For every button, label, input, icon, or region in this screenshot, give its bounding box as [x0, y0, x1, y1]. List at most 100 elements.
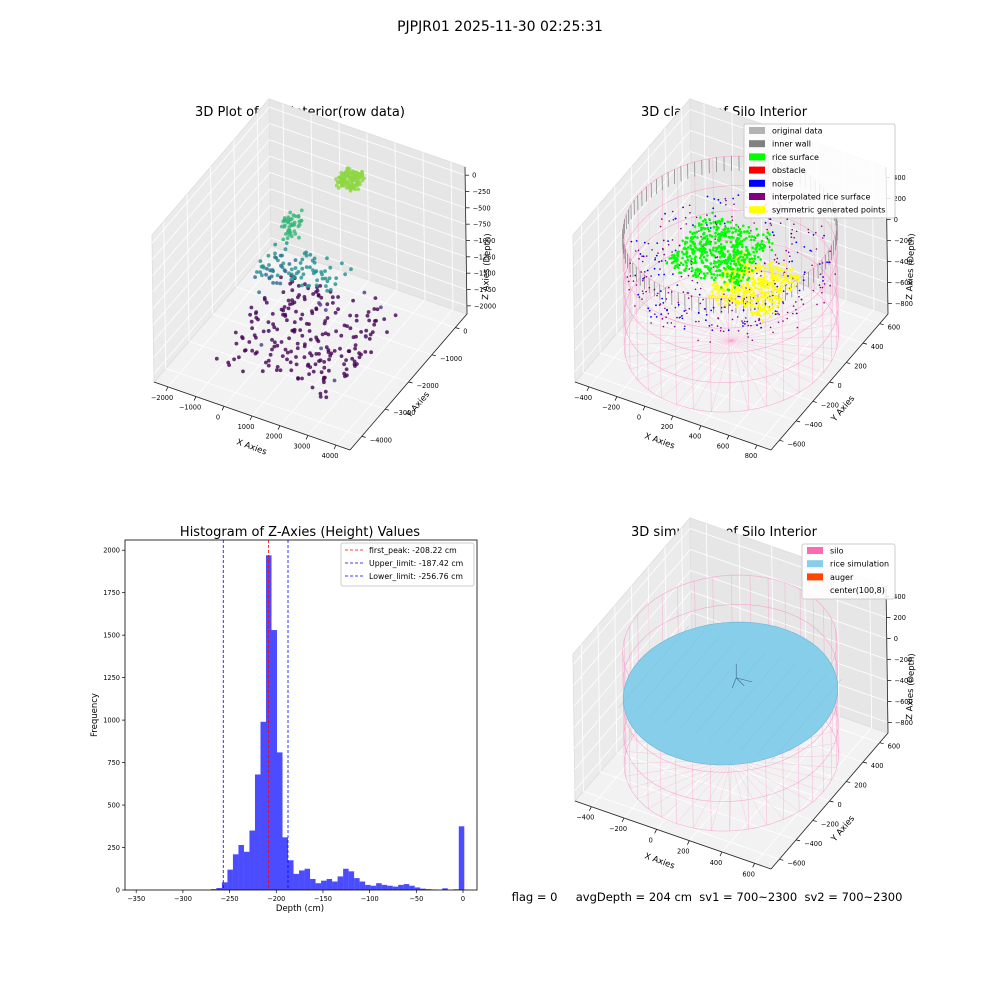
raw-ztick-label: −250: [472, 188, 490, 196]
classify-rice-surface-point: [683, 269, 686, 272]
raw-scatter-axes: −2000 −1000 0 1000 2000 3000 4000 −4000 −3000 −20…: [151, 97, 496, 460]
raw-xtick-label: −1000: [179, 404, 201, 412]
simulation-ytick-label: −200: [821, 820, 839, 828]
classify-rice-surface-point: [696, 248, 699, 252]
classify-interpolated-point: [653, 288, 656, 291]
classify-silo-spoke: [731, 336, 839, 341]
classify-noise-point: [774, 282, 776, 285]
classify-rice-surface-point: [735, 253, 738, 257]
classify-interpolated-point: [750, 324, 752, 327]
classify-interpolated-point: [648, 286, 651, 289]
classify-rice-surface-point: [719, 222, 722, 226]
classify-interpolated-point: [696, 281, 699, 284]
histogram-xtick-label: −350: [127, 895, 145, 903]
raw-scatter-point: [270, 347, 274, 352]
raw-zgrid: [270, 204, 467, 274]
classify-rice-surface-point: [708, 218, 711, 221]
simulation-ytick: [812, 820, 817, 822]
classify-rice-surface-point: [700, 244, 703, 247]
classify-noise-point: [659, 290, 662, 292]
classify-rice-surface-point: [695, 275, 698, 279]
classify-interpolated-point: [689, 212, 691, 214]
classify-interpolated-point: [637, 249, 640, 252]
raw-scatter-point: [351, 298, 355, 303]
simulation-ygrid: [599, 771, 797, 841]
classify-rice-surface-point: [701, 237, 704, 241]
classify-interpolated-point: [731, 302, 734, 304]
classify-symmetric-point: [779, 276, 782, 280]
raw-scatter-point: [314, 283, 319, 288]
classify-symmetric-point: [751, 281, 754, 284]
classify-rice-surface-point: [698, 249, 702, 253]
classify-symmetric-point: [781, 280, 785, 283]
classify-rice-surface-point: [728, 257, 732, 261]
classify-interpolated-point: [768, 246, 771, 248]
raw-scatter-point: [307, 329, 312, 333]
classify-symmetric-point: [760, 283, 763, 287]
raw-scatter-point: [298, 328, 303, 332]
simulation-xtick-label: 400: [710, 859, 723, 867]
classify-noise-point: [642, 255, 645, 258]
raw-scatter-point: [299, 208, 304, 213]
raw-scatter-point: [292, 320, 297, 325]
classify-rice-surface-point: [698, 247, 701, 251]
classify-rice-surface-point: [705, 259, 709, 262]
classify-legend-label: obstacle: [772, 166, 806, 175]
raw-scatter-point: [261, 264, 265, 268]
classify-rice-surface-point: [732, 251, 736, 254]
classify-interpolated-point: [642, 279, 644, 282]
raw-scatter-point: [275, 273, 280, 278]
classify-rice-surface-point: [708, 229, 711, 233]
raw-scatter-point: [292, 229, 297, 234]
classify-rice-surface-point: [747, 226, 751, 229]
classify-xtick-label: 400: [689, 433, 702, 441]
classify-interpolated-point: [716, 325, 719, 327]
classify-rice-surface-point: [672, 261, 675, 264]
classify-rice-surface-point: [767, 238, 770, 242]
raw-scatter-point: [356, 187, 361, 192]
raw-scatter-point: [342, 323, 347, 328]
raw-scatter-point: [274, 368, 279, 372]
classify-rice-surface-point: [729, 262, 733, 265]
histogram-bar: [271, 630, 278, 890]
classify-silo-rib: [628, 255, 631, 370]
classify-legend-swatch: [749, 166, 765, 174]
raw-scatter-point: [323, 276, 328, 281]
classify-interpolated-point: [654, 313, 656, 316]
classify-interpolated-point: [772, 331, 774, 334]
classify-interpolated-point: [773, 258, 776, 261]
classify-symmetric-point: [756, 282, 760, 286]
histogram-bar: [315, 883, 322, 890]
raw-scatter-point: [297, 219, 302, 224]
simulation-zaxis-line: [885, 585, 889, 734]
classify-symmetric-point: [751, 271, 755, 275]
histogram-bar: [293, 873, 300, 890]
classify-interpolated-point: [756, 272, 758, 275]
raw-scatter-point: [323, 269, 327, 273]
classify-symmetric-point: [779, 286, 783, 290]
raw-scatter-point: [266, 363, 271, 368]
histogram-bar: [425, 889, 432, 890]
classify-rice-surface-point: [740, 259, 744, 262]
classify-xtick: [726, 435, 730, 440]
raw-scatter-point: [302, 344, 307, 349]
classify-symmetric-point: [773, 294, 777, 298]
simulation-zlabel: Z Axies (Depth): [905, 653, 917, 720]
classify-interpolated-point: [747, 324, 749, 327]
raw-scatter-point: [254, 335, 258, 340]
classify-symmetric-point: [757, 297, 761, 300]
classify-noise-point: [683, 310, 686, 312]
classify-rice-surface-point: [738, 241, 742, 244]
classify-rice-surface-point: [700, 253, 704, 256]
classify-interpolated-point: [760, 270, 763, 273]
classify-noise-point: [756, 324, 758, 326]
classify-rice-surface-point: [746, 278, 749, 282]
classify-interpolated-point: [695, 216, 698, 219]
raw-xtick-label: 2000: [266, 433, 283, 441]
classify-legend-swatch: [749, 153, 765, 161]
simulation-legend-box: [801, 543, 896, 600]
classify-interpolated-point: [777, 321, 780, 324]
raw-scatter-point: [319, 346, 323, 351]
raw-zgrid: [269, 139, 466, 209]
raw-scatter-point: [311, 271, 316, 276]
